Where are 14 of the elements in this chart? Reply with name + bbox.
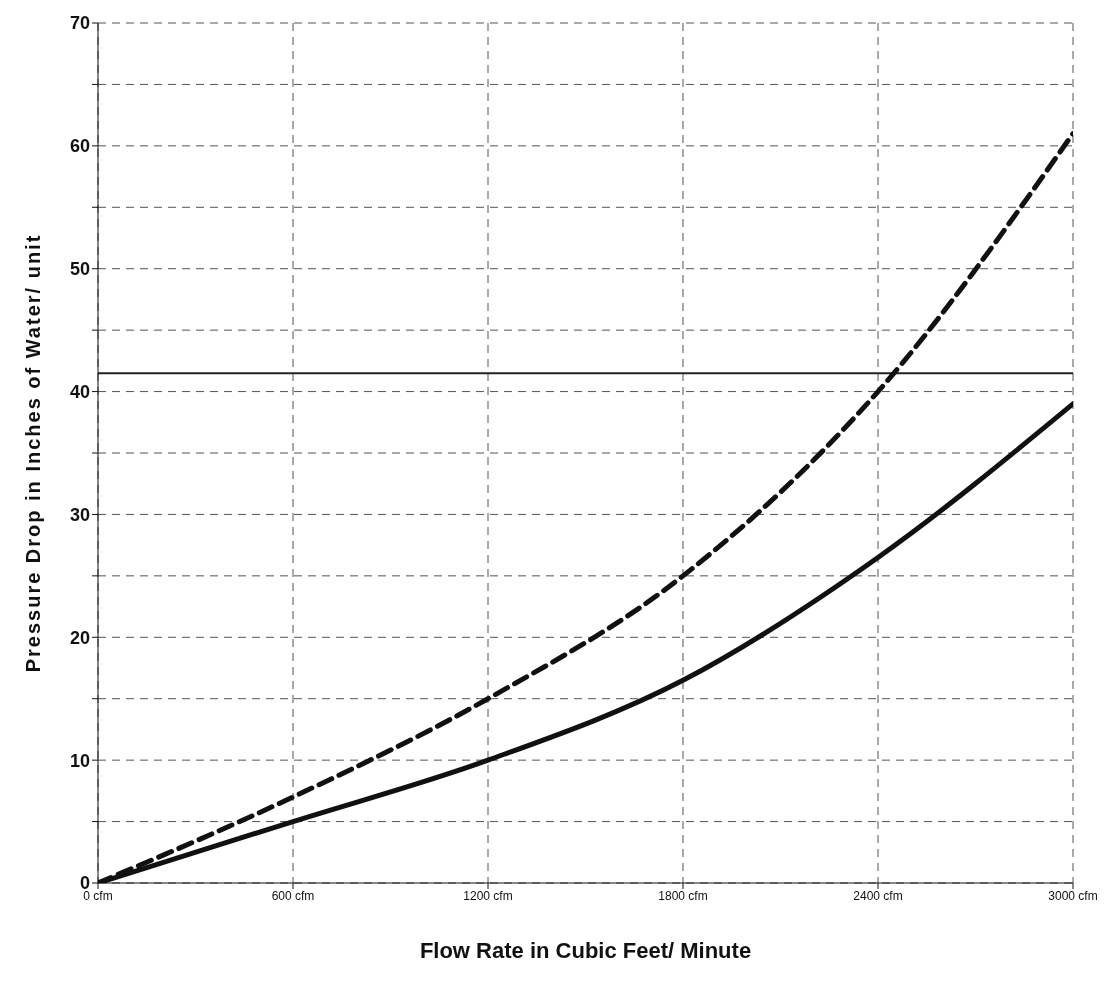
x-tick-label: 1800 cfm [658,888,708,903]
x-axis-title: Flow Rate in Cubic Feet/ Minute [419,938,752,963]
y-tick-label: 50 [69,259,90,280]
x-tick-label: 600 cfm [271,888,315,903]
x-tick-label: 1200 cfm [463,888,513,903]
y-axis-title: Pressure Drop in Inches of Water/ unit [22,233,45,673]
y-tick-label: 70 [69,13,90,34]
y-tick-label: 10 [69,750,90,771]
y-tick-label: 60 [69,136,90,157]
y-tick-label: 30 [69,504,90,525]
y-tick-label: 40 [69,381,90,402]
x-tick-label: 3000 cfm [1048,888,1098,903]
x-tick-label: 2400 cfm [853,888,903,903]
y-tick-label: 20 [69,627,90,648]
